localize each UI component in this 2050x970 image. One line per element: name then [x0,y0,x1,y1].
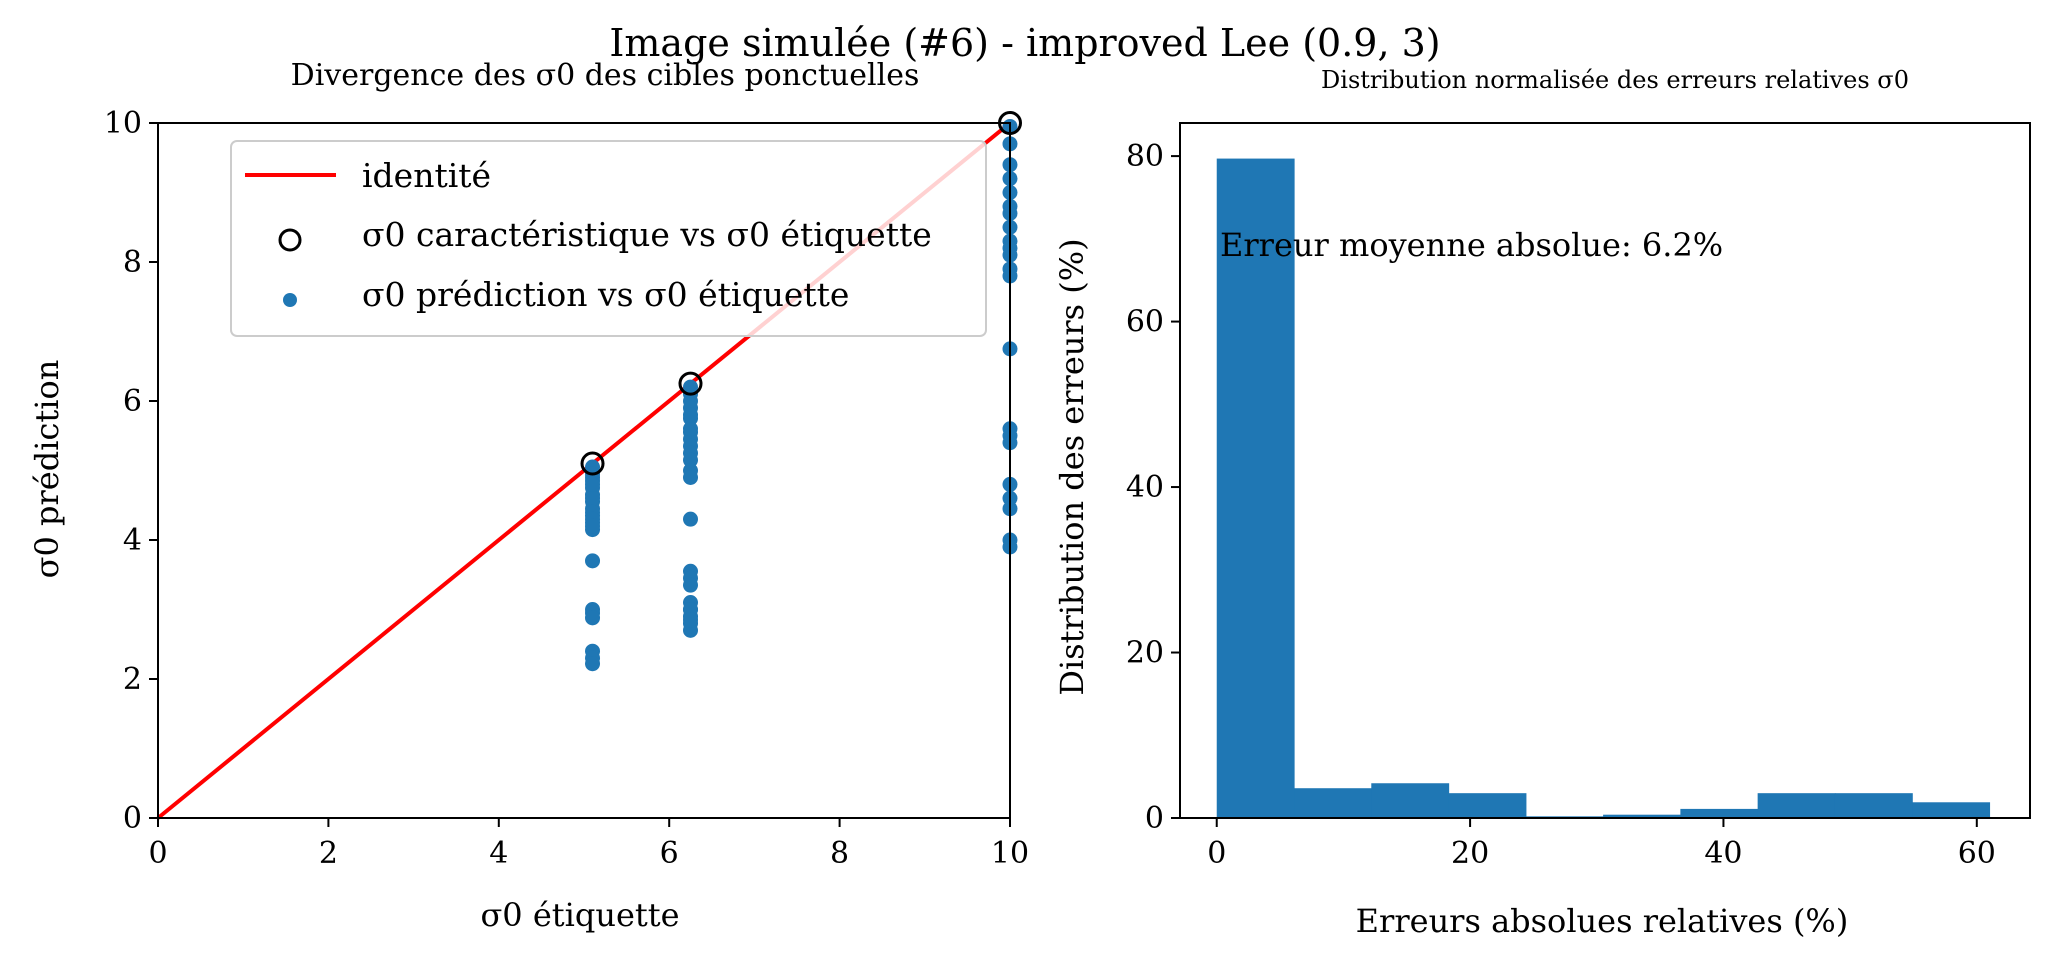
characteristic-point [580,451,605,476]
prediction-point [585,518,601,534]
histogram-x-tick-label: 20 [1451,836,1489,871]
scatter-panel: Divergence des σ0 des cibles ponctuelles… [28,58,1029,934]
prediction-point [585,610,601,626]
scatter-x-tick-label: 10 [991,836,1029,871]
scatter-y-tick-label: 8 [123,245,142,280]
legend-characteristic-label: σ0 caractéristique vs σ0 étiquette [362,215,932,254]
histogram-y-tick-label: 40 [1126,470,1164,505]
histogram-x-label: Erreurs absolues relatives (%) [1356,902,1849,940]
prediction-point [585,553,601,569]
histogram-bar [1216,158,1295,818]
prediction-point [683,622,698,638]
histogram-bars [1216,158,1991,818]
prediction-point [585,476,601,492]
prediction-point [683,577,698,593]
histogram-y-tick-label: 0 [1145,801,1164,836]
characteristic-point [678,371,703,396]
histogram-panel: Distribution normalisée des erreurs rela… [1053,66,2031,940]
prediction-point [683,511,698,527]
scatter-y-tick-label: 10 [104,106,142,141]
histogram-x-tick-label: 0 [1207,836,1226,871]
prediction-point [585,490,601,506]
scatter-y-tick-label: 0 [123,801,142,836]
legend-prediction-label: σ0 prédiction vs σ0 étiquette [362,275,849,314]
prediction-point [585,656,601,672]
scatter-y-tick-label: 4 [123,523,142,558]
scatter-x-tick-label: 8 [830,836,849,871]
histogram-x-tick-label: 40 [1704,836,1742,871]
prediction-point [683,421,698,437]
histogram-bar [1294,788,1372,818]
prediction-point [683,407,698,423]
scatter-axes: 0 2 4 6 8 10 0 2 4 6 8 10 [104,106,1029,871]
histogram-axes: 0 20 40 60 0 20 40 60 80 [1126,122,2031,871]
histogram-bar [1757,793,1836,818]
legend-identity-label: identité [362,156,491,195]
scatter-y-tick-label: 6 [123,384,142,419]
scatter-x-tick-label: 0 [148,836,167,871]
scatter-x-label: σ0 étiquette [480,896,679,934]
scatter-axes-frame [157,122,1011,819]
scatter-y-tick-label: 2 [123,662,142,697]
scatter-x-tick-label: 4 [489,836,508,871]
histogram-title: Distribution normalisée des erreurs rela… [1321,66,1909,94]
histogram-bar [1603,814,1681,818]
histogram-annotation: Erreur moyenne absolue: 6.2% [1220,226,1723,264]
legend-characteristic-swatch [278,228,302,252]
histogram-bar [1834,793,1913,818]
histogram-bar [1680,808,1759,818]
prediction-point [683,612,698,628]
legend-box [230,140,987,337]
prediction-point [683,602,698,617]
histogram-y-tick-label: 20 [1126,636,1164,671]
histogram-bar [1912,802,1991,818]
figure-suptitle: Image simulée (#6) - improved Lee (0.9, … [609,21,1440,65]
scatter-title: Divergence des σ0 des cibles ponctuelles [291,58,920,93]
histogram-axes-frame [1179,122,2031,819]
histogram-bar [1371,783,1450,818]
histogram-y-label: Distribution des erreurs (%) [1053,238,1091,695]
scatter-y-label: σ0 prédiction [28,360,66,579]
scatter-x-tick-label: 6 [660,836,679,871]
prediction-point [683,452,698,468]
scatter-x-tick-label: 2 [319,836,338,871]
histogram-y-tick-label: 60 [1126,305,1164,340]
scatter-legend: identité σ0 caractéristique vs σ0 étique… [230,140,987,337]
histogram-bar [1448,793,1527,818]
legend-prediction-swatch [283,293,297,307]
histogram-x-tick-label: 60 [1958,836,1996,871]
prediction-point [683,469,698,485]
histogram-y-tick-label: 80 [1126,139,1164,174]
